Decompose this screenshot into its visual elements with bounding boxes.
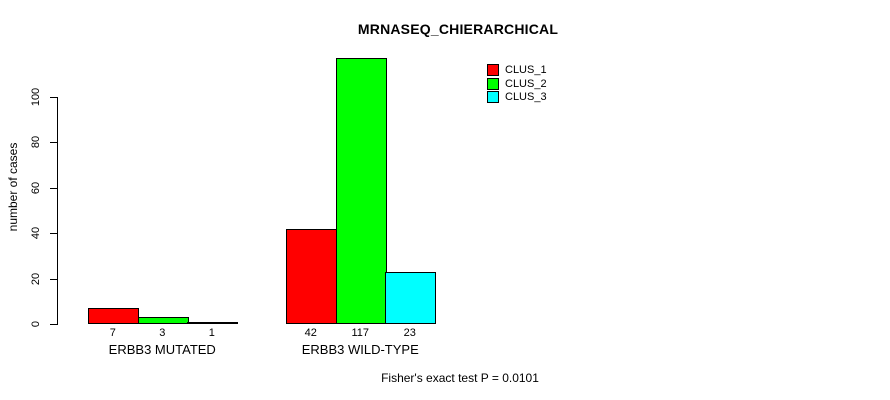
legend-swatch-clus_3 [487, 91, 499, 103]
legend-swatch-clus_2 [487, 77, 499, 90]
x-category-label: ERBB3 MUTATED [108, 342, 216, 357]
legend-label: CLUS_3 [505, 91, 547, 103]
y-axis-tick [50, 142, 57, 143]
bar-clus_1-erbb3-mutated [88, 308, 139, 324]
bar-value-label: 23 [403, 327, 416, 339]
y-axis-tick [50, 324, 57, 325]
annotation-fisher-test: Fisher's exact test P = 0.0101 [381, 371, 539, 385]
chart-title: MRNASEQ_CHIERARCHICAL [357, 21, 559, 37]
bar-value-label: 117 [351, 327, 370, 339]
legend-item-clus_2: CLUS_2 [487, 77, 547, 90]
legend-item-clus_1: CLUS_1 [487, 64, 547, 76]
y-axis-line [57, 97, 58, 325]
y-axis-tick [50, 188, 57, 189]
y-axis-tick [50, 279, 57, 280]
bar-clus_3-erbb3-wild-type [385, 272, 436, 324]
bar-clus_3-erbb3-mutated [187, 322, 238, 324]
bar-value-label: 42 [304, 327, 317, 339]
y-axis-tick [50, 233, 57, 234]
legend-item-clus_3: CLUS_3 [487, 91, 547, 103]
bar-value-label: 1 [208, 327, 215, 339]
y-axis-tick [50, 97, 57, 98]
legend-label: CLUS_1 [505, 64, 547, 76]
legend-label: CLUS_2 [505, 77, 547, 90]
legend-swatch-clus_1 [487, 64, 499, 76]
bar-value-label: 7 [109, 327, 116, 339]
bar-clus_2-erbb3-wild-type [336, 58, 387, 324]
bar-clus_2-erbb3-mutated [138, 317, 189, 324]
bar-value-label: 3 [159, 327, 166, 339]
x-category-label: ERBB3 WILD-TYPE [301, 342, 419, 357]
